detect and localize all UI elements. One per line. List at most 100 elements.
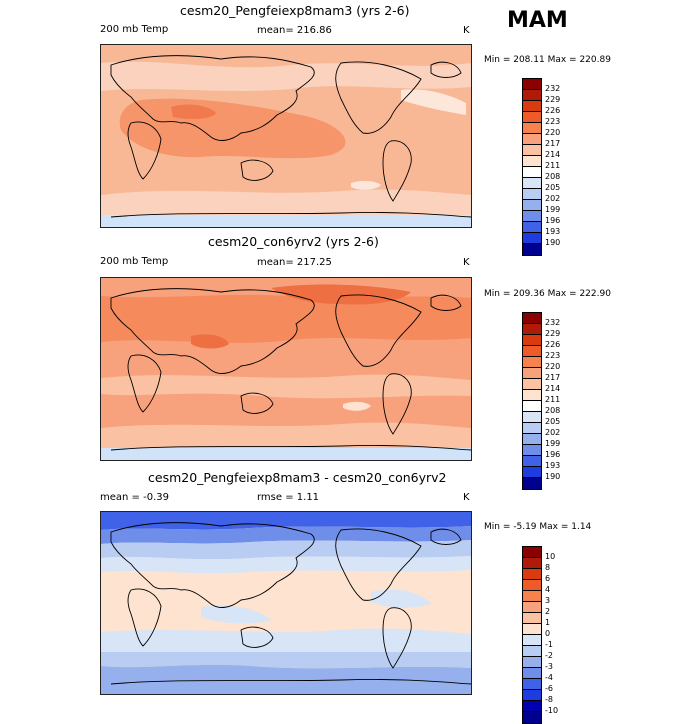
colorbar-swatch	[523, 112, 541, 123]
colorbar-swatch	[523, 467, 541, 478]
colorbar-tick-label: 217	[545, 373, 561, 382]
colorbar-swatch	[523, 646, 541, 657]
colorbar-swatch	[523, 79, 541, 90]
colorbar-tick-label: -3	[545, 662, 553, 671]
colorbar-swatch	[523, 401, 541, 412]
panel2-south-band	[101, 422, 471, 448]
panel2-hot-core	[191, 334, 229, 349]
colorbar-tick-label: 4	[545, 585, 551, 594]
colorbar-swatch	[523, 547, 541, 558]
colorbar-tick-label: 226	[545, 106, 561, 115]
panel3-pale-patch-east	[371, 589, 431, 608]
panel3-title: cesm20_Pengfeiexp8mam3 - cesm20_con6yrv2	[148, 470, 447, 485]
colorbar-swatch	[523, 701, 541, 712]
colorbar-swatch	[523, 156, 541, 167]
colorbar-tick-label: 193	[545, 461, 561, 470]
colorbar-swatch	[523, 456, 541, 467]
colorbar-tick-label: 208	[545, 406, 561, 415]
colorbar-tick-label: -8	[545, 695, 553, 704]
panel3-south-blue	[101, 652, 471, 669]
panel1-antarctic-band	[101, 215, 471, 227]
colorbar-tick-label: 214	[545, 384, 561, 393]
colorbar-swatch	[523, 434, 541, 445]
colorbar-swatch	[523, 324, 541, 335]
colorbar-swatch	[523, 189, 541, 200]
colorbar-tick-label: 208	[545, 172, 561, 181]
panel2-variable-label: 200 mb Temp	[100, 256, 169, 267]
colorbar-swatch	[523, 222, 541, 233]
panel1-title: cesm20_Pengfeiexp8mam3 (yrs 2-6)	[180, 3, 410, 18]
panel2-units-label: K	[463, 257, 470, 268]
colorbar-swatch	[523, 569, 541, 580]
colorbar-tick-label: 220	[545, 128, 561, 137]
colorbar-swatch	[523, 313, 541, 324]
colorbar-tick-label: 205	[545, 183, 561, 192]
colorbar-swatch	[523, 123, 541, 134]
colorbar-tick-label: 196	[545, 450, 561, 459]
colorbar-swatch	[523, 624, 541, 635]
panel2-coastlines	[110, 288, 471, 451]
panel1-hot-core	[171, 104, 216, 120]
colorbar-swatch	[523, 145, 541, 156]
panel1-colorbar	[522, 78, 542, 256]
colorbar-swatch	[523, 613, 541, 624]
colorbar-tick-label: 199	[545, 205, 561, 214]
panel3-south-pale	[101, 628, 471, 652]
colorbar-swatch	[523, 244, 541, 255]
colorbar-tick-label: 190	[545, 472, 561, 481]
panel2-colorbar	[522, 312, 542, 490]
colorbar-swatch	[523, 167, 541, 178]
colorbar-tick-label: 3	[545, 596, 551, 605]
panel1-south-band	[101, 189, 471, 215]
panel2-antarctic-band	[101, 448, 471, 460]
colorbar-swatch	[523, 90, 541, 101]
colorbar-swatch	[523, 379, 541, 390]
panel2-mean-label: mean= 217.25	[257, 257, 332, 268]
colorbar-tick-label: 229	[545, 95, 561, 104]
panel2-map	[100, 277, 472, 461]
colorbar-swatch	[523, 101, 541, 112]
colorbar-swatch	[523, 412, 541, 423]
colorbar-tick-label: 193	[545, 227, 561, 236]
season-label: MAM	[507, 8, 568, 33]
colorbar-swatch	[523, 445, 541, 456]
colorbar-tick-label: 199	[545, 439, 561, 448]
colorbar-swatch	[523, 233, 541, 244]
panel3-arctic-deep	[101, 512, 471, 530]
colorbar-tick-label: -4	[545, 673, 553, 682]
colorbar-tick-label: 0	[545, 629, 551, 638]
panel3-north-blue	[101, 540, 471, 560]
panel1-map	[100, 44, 472, 228]
colorbar-tick-label: 232	[545, 318, 561, 327]
colorbar-swatch	[523, 423, 541, 434]
colorbar-swatch	[523, 335, 541, 346]
colorbar-swatch	[523, 211, 541, 222]
colorbar-swatch	[523, 200, 541, 211]
panel3-colorbar	[522, 546, 542, 724]
colorbar-swatch	[523, 357, 541, 368]
colorbar-swatch	[523, 390, 541, 401]
panel2-map-svg	[101, 278, 471, 460]
panel1-pale-patch-east	[401, 89, 466, 115]
colorbar-swatch	[523, 602, 541, 613]
colorbar-swatch	[523, 690, 541, 701]
panel1-map-svg	[101, 45, 471, 227]
colorbar-swatch	[523, 178, 541, 189]
colorbar-swatch	[523, 558, 541, 569]
colorbar-tick-label: 2	[545, 607, 551, 616]
colorbar-swatch	[523, 712, 541, 723]
panel3-north-pale	[101, 556, 471, 574]
colorbar-tick-label: 211	[545, 395, 561, 404]
colorbar-tick-label: 6	[545, 574, 551, 583]
colorbar-swatch	[523, 668, 541, 679]
panel2-warm-band	[101, 294, 471, 343]
colorbar-swatch	[523, 346, 541, 357]
colorbar-swatch	[523, 591, 541, 602]
colorbar-tick-label: 8	[545, 563, 551, 572]
panel3-minmax-label: Min = -5.19 Max = 1.14	[484, 522, 592, 532]
colorbar-tick-label: 214	[545, 150, 561, 159]
colorbar-swatch	[523, 635, 541, 646]
panel3-rmse-label: rmse = 1.11	[257, 492, 320, 503]
panel3-coastlines	[110, 522, 471, 685]
colorbar-tick-label: 190	[545, 238, 561, 247]
